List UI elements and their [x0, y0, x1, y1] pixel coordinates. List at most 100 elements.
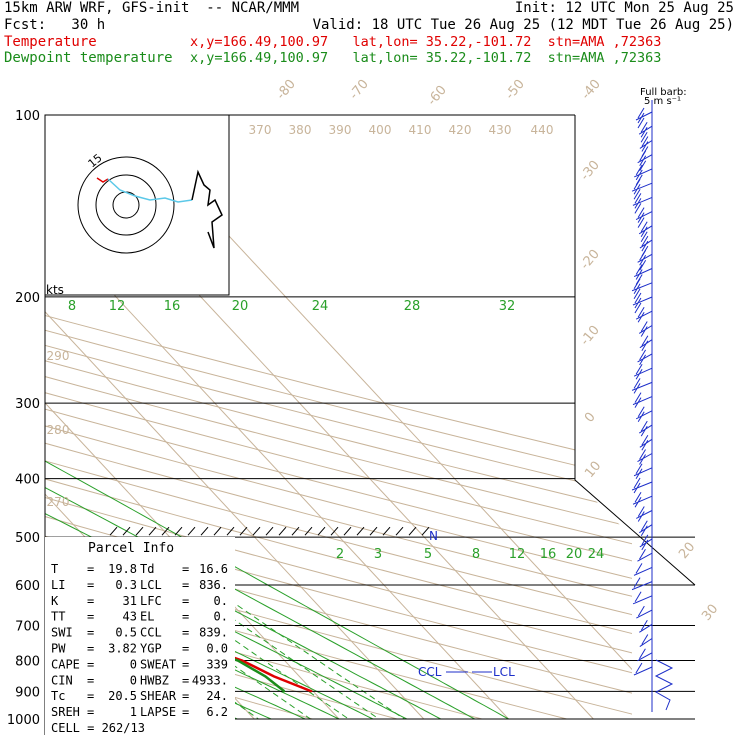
- hodograph-ring: [77, 156, 175, 254]
- level-hatch-mark: [304, 526, 313, 536]
- parcel-row-value: 0: [130, 657, 137, 671]
- legend-temperature-label: Temperature: [4, 34, 97, 50]
- dry-adiabat-line: [45, 115, 567, 720]
- pressure-label: 100: [15, 109, 40, 124]
- parcel-row-value: 20.5: [108, 689, 137, 703]
- level-hatch-mark: [148, 526, 157, 536]
- isotherm-line: [45, 115, 509, 720]
- level-hatch-mark: [408, 526, 417, 536]
- theta-label: 290: [47, 349, 70, 363]
- level-hatch-mark: [122, 526, 131, 536]
- wind-barb: [638, 221, 653, 243]
- parcel-row-equals: =: [87, 610, 94, 624]
- parcel-info-box: [45, 537, 235, 737]
- dewpoint-point: [237, 659, 239, 662]
- wind-barb: [639, 620, 653, 633]
- pressure-label: 200: [15, 291, 40, 306]
- dry-adiabat-line: [45, 115, 632, 720]
- parcel-row-label: CCL: [140, 626, 162, 640]
- wind-barb: [638, 121, 653, 143]
- parcel-row-value: 0.5: [115, 626, 137, 640]
- isotherm-label: -70: [347, 77, 372, 103]
- wind-barb: [632, 193, 653, 214]
- hodograph-traces: [96, 169, 223, 249]
- level-hatch-mark: [174, 526, 183, 536]
- parcel-row-equals: =: [87, 657, 94, 671]
- wind-barb: [636, 605, 653, 619]
- parcel-row-equals: =: [182, 673, 189, 687]
- mixing-ratio-label: 16: [540, 547, 557, 562]
- parcel-row-equals: =: [182, 626, 189, 640]
- wind-barb: [639, 520, 653, 536]
- parcel-row-equals: =: [182, 610, 189, 624]
- barb-key-line1: Full barb:: [640, 87, 687, 98]
- parcel-row-equals: =: [182, 578, 189, 592]
- parcel-row-value: 43: [123, 610, 137, 624]
- mixing-ratio-label: 8: [472, 547, 480, 562]
- wind-barb-low: [654, 659, 674, 711]
- parcel-row-label: LFC: [140, 594, 162, 608]
- isotherm-label: 30: [699, 602, 721, 624]
- parcel-row-equals: =: [87, 705, 94, 719]
- dry-adiabat-line: [45, 115, 632, 720]
- wind-barb: [635, 207, 653, 228]
- header-line2-left: Fcst: 30 h: [4, 17, 106, 33]
- parcel-row-label: PW: [51, 642, 66, 656]
- level-hatch-mark: [265, 526, 274, 536]
- parcel-row-label: T: [51, 562, 58, 576]
- parcel-row-equals: =: [182, 562, 189, 576]
- wind-barb: [631, 577, 653, 591]
- wind-barb: [637, 548, 653, 562]
- pressure-label: 400: [15, 473, 40, 488]
- parcel-row-value: 31: [123, 594, 137, 608]
- parcel-row-label: TT: [51, 610, 65, 624]
- header-line1-left: 15km ARW WRF, GFS-init -- NCAR/MMM: [4, 0, 300, 16]
- parcel-cell: CELL = 262/13: [51, 721, 145, 735]
- parcel-row-label: K: [51, 594, 59, 608]
- mixing-ratio-label: 24: [312, 299, 329, 314]
- parcel-row-equals: =: [87, 689, 94, 703]
- level-marker: N: [429, 529, 438, 543]
- parcel-row-label: CAPE: [51, 657, 80, 671]
- wind-barb: [633, 363, 653, 380]
- mixing-ratio-label: 2: [336, 547, 344, 562]
- parcel-row-equals: =: [87, 673, 94, 687]
- theta-label: 440: [531, 123, 554, 137]
- parcel-row-value: 1: [130, 705, 137, 719]
- theta-label: 280: [47, 423, 70, 437]
- parcel-row-equals: =: [87, 626, 94, 640]
- wind-barb: [637, 250, 653, 271]
- pressure-label: 700: [15, 619, 40, 634]
- wind-barb: [635, 306, 653, 323]
- barb-key-line2: 5 m s⁻¹: [644, 96, 681, 107]
- parcel-row-label: SHEAR: [140, 689, 177, 703]
- level-hatch-mark: [395, 526, 404, 536]
- hodograph-trace-upper: [191, 169, 223, 249]
- wind-barb: [637, 150, 653, 171]
- parcel-row-value: 3.82: [108, 642, 137, 656]
- isotherm-label: 20: [676, 540, 698, 562]
- isotherm-line: [45, 115, 425, 720]
- isotherm-label: -20: [578, 247, 603, 273]
- isotherm-line: [45, 115, 340, 720]
- parcel-row-equals: =: [87, 562, 94, 576]
- pressure-label: 900: [15, 685, 40, 700]
- wind-barb: [638, 420, 653, 437]
- moist-adiabat-line: [45, 220, 340, 720]
- parcel-row-equals: =: [87, 578, 94, 592]
- parcel-row-label: LAPSE: [140, 705, 176, 719]
- mixing-ratio-label: 20: [232, 299, 249, 314]
- wind-barb: [637, 349, 653, 366]
- wind-barb: [632, 292, 653, 314]
- isotherm-label: -60: [425, 83, 450, 109]
- wind-barb: [631, 378, 653, 394]
- parcel-row-value: 24.: [206, 689, 228, 703]
- dry-adiabat-line: [45, 115, 632, 720]
- parcel-row-value: 19.8: [108, 562, 137, 576]
- wind-barb: [633, 463, 653, 480]
- parcel-row-equals: =: [182, 689, 189, 703]
- level-hatch-mark: [330, 526, 339, 536]
- wind-barb: [634, 164, 653, 186]
- wind-barb: [631, 178, 653, 200]
